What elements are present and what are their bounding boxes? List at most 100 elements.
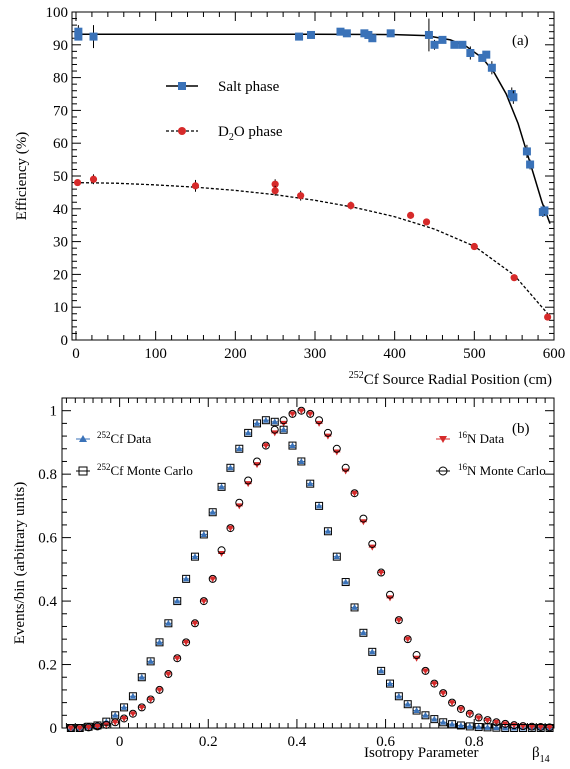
n-data-point [395, 617, 403, 624]
x-tick-label-a: 400 [383, 346, 406, 362]
n-data-point [448, 700, 456, 707]
n-data-point [484, 717, 491, 724]
cf-data-point [253, 419, 261, 426]
n-monte-carlo-point [102, 720, 111, 729]
cf-monte-carlo-point [173, 597, 182, 606]
panel-label-b: (b) [512, 421, 530, 437]
d2o-data-point [422, 218, 431, 226]
n-monte-carlo-point [244, 476, 253, 485]
cf-monte-carlo-point [182, 574, 191, 583]
cf-monte-carlo-point [279, 425, 288, 434]
n-monte-carlo-point [483, 716, 492, 725]
cf-data-point [324, 527, 332, 534]
salt-data-point [450, 40, 459, 49]
cf-monte-carlo-point [510, 724, 519, 732]
n-monte-carlo-point [75, 724, 84, 732]
n-data-point [528, 724, 536, 731]
legend-n-data-marker [439, 436, 447, 443]
n-monte-carlo-point [226, 524, 235, 533]
cf-data-point [138, 673, 145, 680]
cf-data-point [360, 629, 367, 636]
axis-ticks-b: 0 0.2 0.4 0.6 0.8 0 0.2 0.4 0.6 0.8 1 [38, 397, 554, 750]
cf-monte-carlo-point [306, 479, 315, 488]
x-tick-label-b: 0.2 [199, 734, 218, 750]
cf-monte-carlo-point [137, 673, 146, 682]
legend-cf-mc-marker [78, 466, 88, 476]
y-tick-label-b: 1 [50, 404, 58, 420]
cf-data-point [369, 648, 376, 655]
n-data-point [174, 655, 181, 662]
n-monte-carlo-point [137, 703, 146, 712]
x-axis-label-a-text: Cf Source Radial Position (cm) [364, 372, 552, 388]
legend-n-data: 16N Data [436, 430, 504, 446]
legend-salt-marker [178, 82, 186, 90]
cf-data-point [413, 707, 420, 714]
axis-ticks-a: 0 100 200 300 400 500 600 0 10 20 30 40 50 60 70 80 90 10… [46, 5, 566, 362]
cf-monte-carlo-point [430, 715, 439, 724]
n-monte-carlo-point [297, 406, 306, 415]
salt-data-point [522, 147, 531, 156]
salt-data-point [487, 63, 496, 72]
cf-monte-carlo-point [217, 482, 226, 491]
cf-data-point [156, 638, 163, 645]
d2o-data-point [73, 178, 82, 187]
cf-monte-carlo-point [448, 720, 457, 729]
n-data-point [156, 687, 163, 694]
y-tick-label-a: 90 [53, 38, 68, 54]
n-monte-carlo-point [199, 597, 208, 606]
n-monte-carlo-point [235, 498, 244, 507]
salt-data-point [540, 206, 549, 215]
salt-data-point [295, 32, 304, 41]
legend-d2o-sub: 2 [229, 132, 234, 143]
cf-data-point [457, 721, 465, 728]
plot-frame-b [61, 397, 555, 729]
n-monte-carlo-point [536, 723, 545, 732]
cf-data-point [377, 667, 385, 674]
n-monte-carlo-point [182, 638, 191, 647]
n-monte-carlo-point [315, 416, 324, 425]
salt-data-point [482, 50, 491, 59]
cf-data-point [218, 483, 225, 490]
n-data-point [94, 723, 101, 730]
cf-data-point [280, 426, 287, 433]
cf-data-point [333, 553, 341, 560]
cf-data-point [342, 578, 349, 585]
n-monte-carlo-point [288, 409, 297, 418]
salt-data-point [430, 40, 439, 49]
cf-monte-carlo-point [155, 638, 164, 647]
n-data-point [129, 711, 137, 718]
cf-monte-carlo-point [270, 417, 279, 426]
x-axis-label-b: Isotropy Parameter [364, 745, 479, 761]
cf-data-point [271, 418, 278, 425]
legend-a: Salt phase D2O phase [166, 79, 283, 143]
cf-data-point [200, 530, 208, 537]
legend-cf-mc-text: Cf Monte Carlo [111, 463, 193, 478]
data-points-a [73, 18, 552, 321]
n-monte-carlo-point [465, 709, 474, 718]
y-tick-label-a: 80 [53, 71, 68, 87]
n-monte-carlo-point [430, 679, 439, 688]
cf-data-point [182, 575, 190, 582]
n-monte-carlo-point [332, 444, 341, 453]
n-monte-carlo-point [448, 698, 457, 707]
n-data-point [289, 411, 296, 418]
cf-data-point [236, 445, 243, 452]
n-monte-carlo-point [253, 457, 262, 466]
cf-monte-carlo-point [235, 444, 244, 453]
n-data-point [377, 570, 385, 577]
y-tick-label-a: 0 [61, 333, 69, 349]
d2o-data-point [347, 201, 355, 210]
n-monte-carlo-point [527, 722, 536, 731]
n-monte-carlo-point [386, 590, 394, 599]
x-tick-label-b: 0 [116, 734, 124, 750]
cf-data-point [165, 619, 172, 626]
cf-monte-carlo-point [164, 619, 173, 628]
n-data-point [537, 724, 544, 731]
n-monte-carlo-point [270, 425, 279, 434]
cf-monte-carlo-point [323, 527, 332, 536]
n-data-point [431, 681, 438, 688]
d2o-data-point [510, 274, 518, 282]
y-tick-label-a: 10 [53, 300, 68, 316]
legend-d2o-rest: O phase [234, 124, 283, 140]
y-tick-label-b: 0.4 [38, 594, 57, 610]
